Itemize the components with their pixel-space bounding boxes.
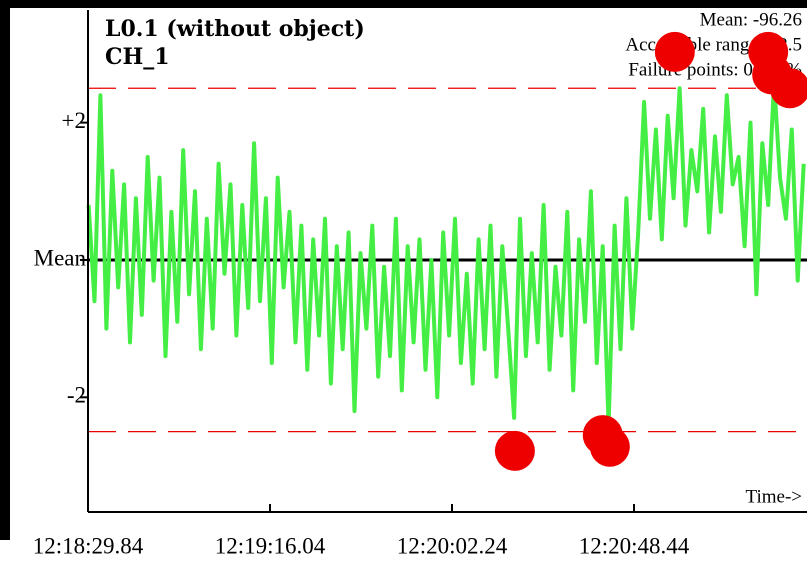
x-tick-label: 12:18:29.84 <box>33 533 144 558</box>
plot-area <box>86 79 807 433</box>
chart-title: L0.1 (without object) <box>105 16 365 42</box>
left-border <box>0 0 10 540</box>
top-border <box>0 0 807 8</box>
x-tick-label: 12:20:48.44 <box>579 533 690 558</box>
annotation: Mean: -96.26 <box>700 9 802 30</box>
x-tick-label: 12:20:02.24 <box>397 533 508 558</box>
failure-point <box>769 68 807 109</box>
x-tick-label: 12:19:16.04 <box>215 533 326 558</box>
data-line <box>86 79 806 427</box>
y-tick-label: +2 <box>62 108 86 133</box>
failure-point <box>654 31 695 72</box>
x-axis-label: Time-> <box>746 486 802 507</box>
failure-point <box>494 430 535 471</box>
chart-subtitle: CH_1 <box>105 44 170 70</box>
y-tick-label: -2 <box>67 383 86 408</box>
failure-point <box>589 426 630 467</box>
y-tick-label: Mean <box>34 245 87 270</box>
